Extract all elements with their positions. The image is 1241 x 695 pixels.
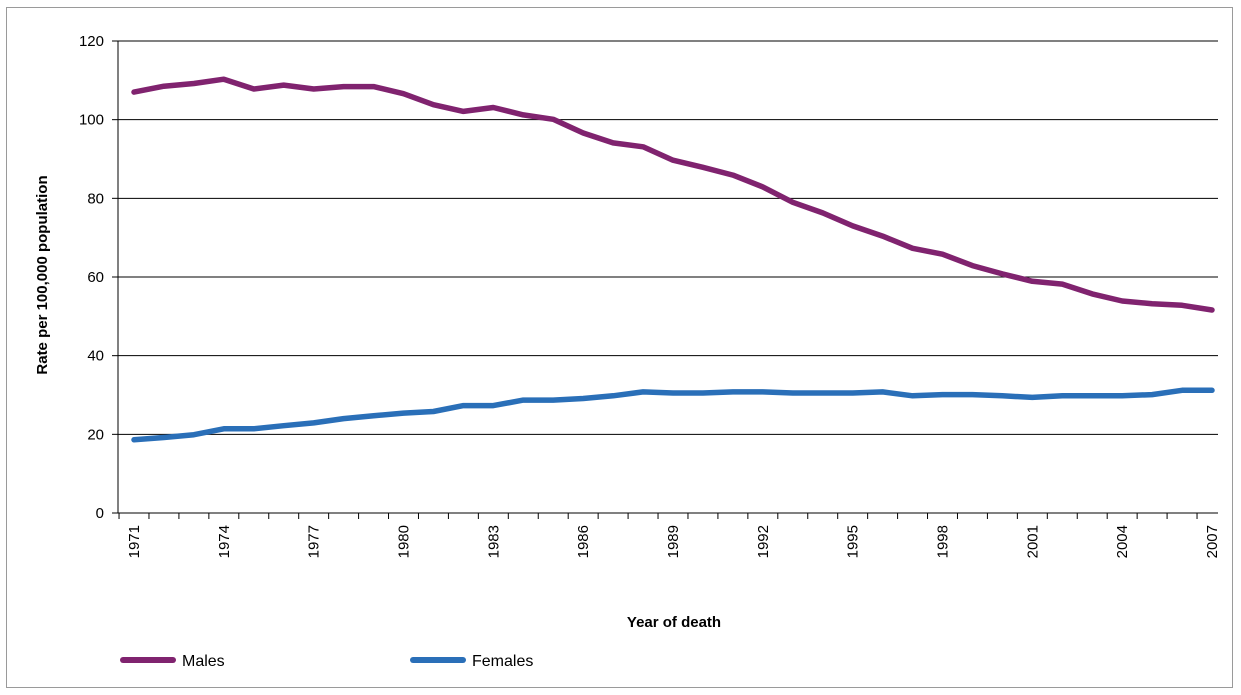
x-tick-label: 1992 bbox=[755, 525, 772, 558]
x-tick-label: 1977 bbox=[306, 525, 323, 558]
gridlines bbox=[118, 40, 1218, 435]
x-tick-label: 2001 bbox=[1024, 525, 1041, 558]
x-tick-label: 2004 bbox=[1114, 525, 1131, 558]
series-line-males bbox=[131, 76, 1215, 313]
x-axis-title: Year of death bbox=[627, 614, 721, 631]
x-tick-label: 2007 bbox=[1204, 525, 1221, 558]
x-tick-label: 1998 bbox=[935, 525, 952, 558]
x-tick-label: 1980 bbox=[396, 525, 413, 558]
x-tick-label: 1983 bbox=[485, 525, 502, 558]
y-tick-label: 20 bbox=[87, 426, 104, 443]
chart-frame bbox=[6, 7, 1233, 688]
y-tick-label: 100 bbox=[79, 112, 104, 129]
y-axis-title: Rate per 100,000 population bbox=[34, 175, 51, 374]
legend-label-females: Females bbox=[472, 653, 533, 670]
x-tick-labels: 1971 1974 1977 1980 1983 1986 1989 1992 1995 1998… bbox=[126, 525, 1221, 558]
x-tick-label: 1986 bbox=[575, 525, 592, 558]
axes bbox=[112, 40, 1218, 519]
x-tick-label: 1989 bbox=[665, 525, 682, 558]
series-line-females bbox=[131, 387, 1215, 443]
x-tick-label: 1995 bbox=[845, 525, 862, 558]
x-tick-label: 1971 bbox=[126, 525, 143, 558]
y-tick-label: 40 bbox=[87, 348, 104, 365]
y-tick-label: 0 bbox=[96, 505, 104, 522]
y-tick-label: 120 bbox=[79, 33, 104, 50]
legend-label-males: Males bbox=[182, 653, 225, 670]
y-tick-label: 80 bbox=[87, 190, 104, 207]
x-tick-label: 1974 bbox=[216, 525, 233, 558]
y-tick-labels: 0 20 40 60 80 100 120 bbox=[79, 33, 104, 522]
y-tick-label: 60 bbox=[87, 269, 104, 286]
legend: Males Females bbox=[120, 653, 533, 670]
series-lines bbox=[131, 76, 1215, 443]
